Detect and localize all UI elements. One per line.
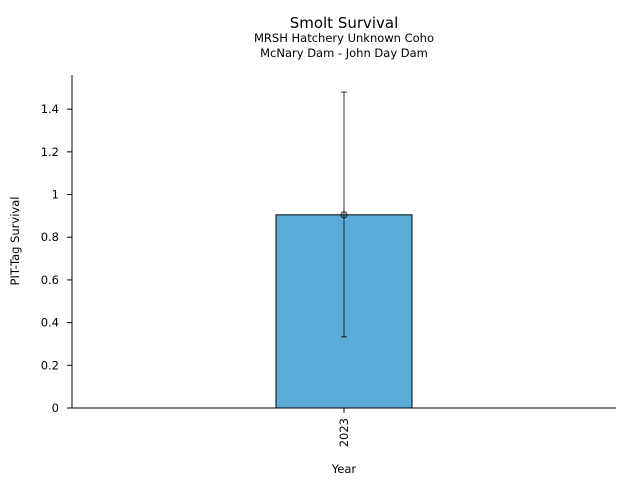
- chart-subtitle-line-2: McNary Dam - John Day Dam: [260, 46, 428, 60]
- x-axis-label: Year: [331, 462, 357, 476]
- y-tick-label: 0.2: [41, 358, 59, 372]
- chart-subtitle-line-1: MRSH Hatchery Unknown Coho: [254, 31, 434, 45]
- y-tick-label: 1.4: [41, 102, 59, 116]
- chart-title: Smolt Survival: [290, 14, 399, 32]
- y-tick-label: 1.2: [41, 145, 59, 159]
- y-tick-label: 0.4: [41, 316, 59, 330]
- point-estimate-marker: [340, 211, 348, 219]
- x-tick-label: 2023: [337, 418, 351, 447]
- plot-area: 0 0.2 0.4 0.6 0.8 1 1.2 1.4 2023: [41, 91, 413, 447]
- y-axis-label: PIT-Tag Survival: [8, 197, 22, 286]
- y-tick-label: 0: [52, 401, 59, 415]
- y-tick-label: 0.8: [41, 230, 59, 244]
- y-tick-label: 0.6: [41, 273, 59, 287]
- y-tick-label: 1: [52, 188, 59, 202]
